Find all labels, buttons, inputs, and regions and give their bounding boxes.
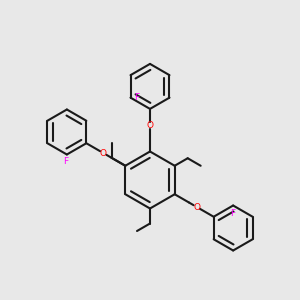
Text: O: O <box>193 202 200 211</box>
Text: F: F <box>231 208 236 217</box>
Text: F: F <box>63 157 68 166</box>
Text: O: O <box>100 148 107 158</box>
Text: F: F <box>134 93 139 102</box>
Text: O: O <box>146 121 154 130</box>
